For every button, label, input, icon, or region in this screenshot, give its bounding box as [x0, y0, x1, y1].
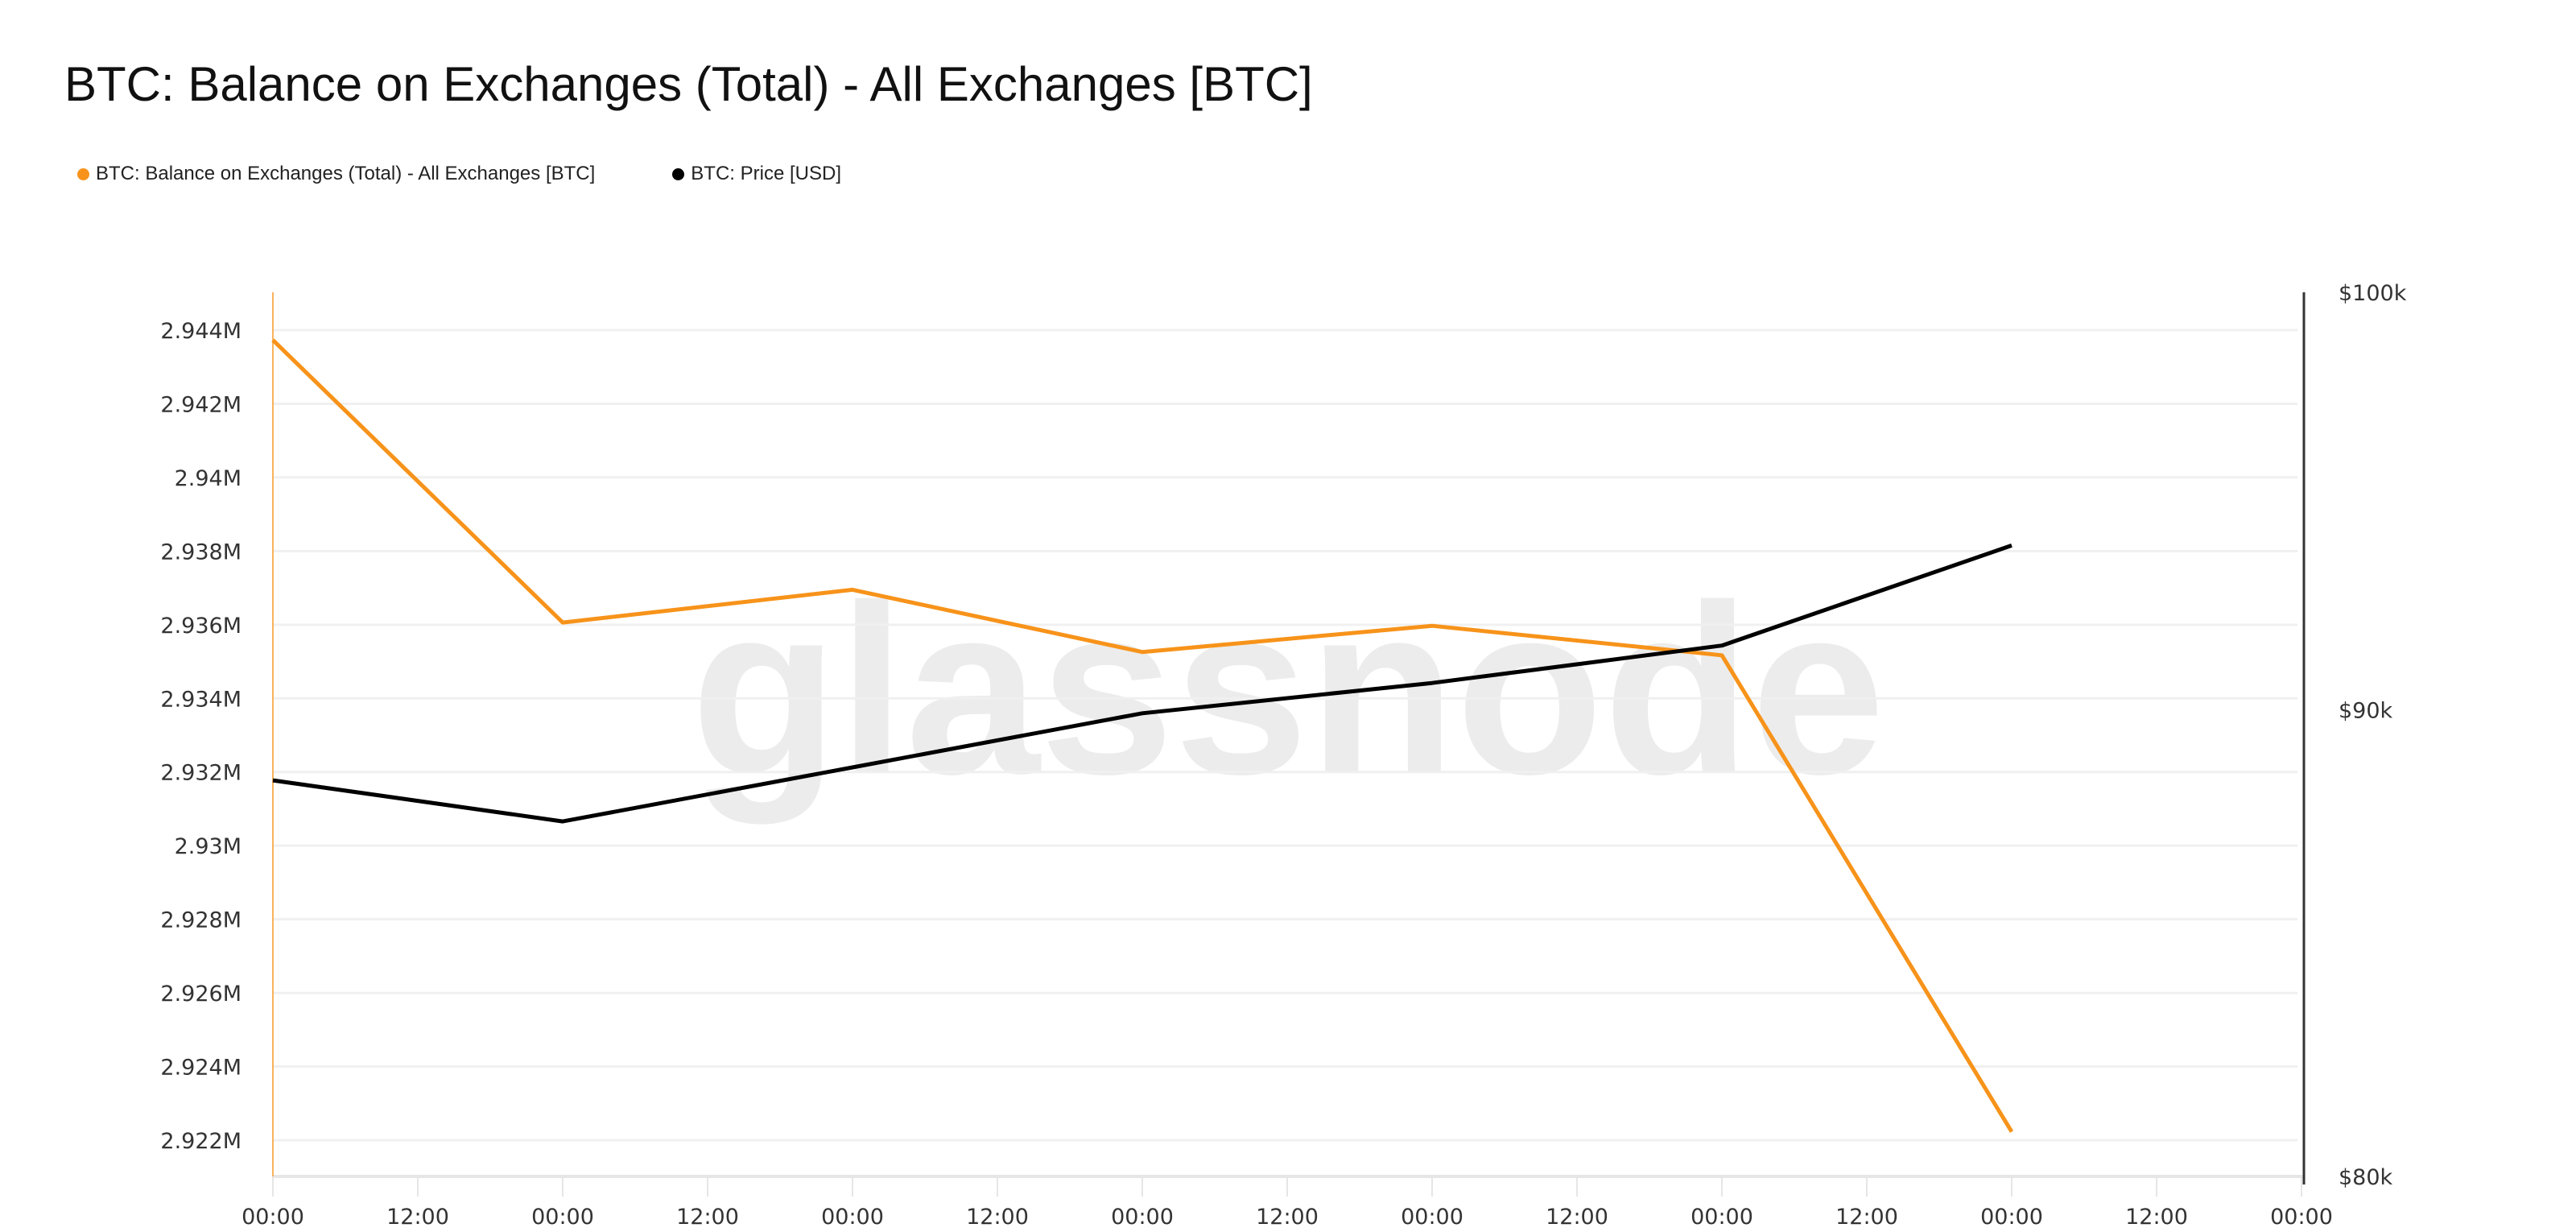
left-axis-tick-label: 2.932M: [160, 761, 242, 786]
right-axis-tick-label: $90k: [2339, 698, 2393, 723]
x-axis-tick-label: 00:00: [1690, 1205, 1753, 1230]
legend-dot-icon: [672, 167, 685, 180]
legend-dot-icon: [77, 167, 89, 180]
left-axis-tick-label: 2.926M: [160, 982, 242, 1007]
x-axis-tick-label: 12:00: [386, 1205, 449, 1230]
left-axis-tick-label: 2.922M: [160, 1129, 242, 1154]
right-axis-tick-label: $80k: [2339, 1165, 2393, 1190]
x-axis-tick-label: 00:00: [821, 1205, 884, 1230]
right-axis-tick-label: $100k: [2339, 281, 2407, 306]
chart-title: BTC: Balance on Exchanges (Total) - All …: [64, 57, 1313, 111]
legend-label: BTC: Price [USD]: [691, 163, 841, 184]
legend-label: BTC: Balance on Exchanges (Total) - All …: [96, 163, 596, 184]
x-axis-tick-label: 12:00: [2125, 1205, 2188, 1230]
left-axis-tick-label: 2.936M: [160, 614, 242, 639]
x-axis-tick-label: 00:00: [1401, 1205, 1463, 1230]
legend: BTC: Balance on Exchanges (Total) - All …: [77, 163, 841, 185]
x-axis-tick-label: 12:00: [676, 1205, 739, 1230]
left-axis-tick-label: 2.938M: [160, 540, 242, 564]
left-axis-tick-label: 2.942M: [160, 392, 242, 417]
x-axis-tick-label: 12:00: [966, 1205, 1029, 1230]
x-axis-tick-label: 00:00: [531, 1205, 594, 1230]
legend-item-price[interactable]: BTC: Price [USD]: [672, 163, 841, 185]
x-axis-tick-label: 12:00: [1256, 1205, 1319, 1230]
left-axis-tick-label: 2.924M: [160, 1056, 242, 1081]
left-axis-tick-label: 2.928M: [160, 908, 242, 933]
x-axis-tick-label: 00:00: [2270, 1205, 2333, 1230]
x-axis-tick-label: 00:00: [1111, 1205, 1174, 1230]
left-axis-tick-label: 2.934M: [160, 687, 242, 712]
x-axis-tick-label: 00:00: [242, 1205, 304, 1230]
left-axis-tick-label: 2.93M: [175, 834, 242, 859]
legend-item-balance[interactable]: BTC: Balance on Exchanges (Total) - All …: [77, 163, 595, 185]
x-axis-tick-label: 00:00: [1980, 1205, 2043, 1230]
left-axis-tick-label: 2.944M: [160, 319, 242, 344]
x-axis-tick-label: 12:00: [1546, 1205, 1608, 1230]
left-axis-tick-label: 2.94M: [175, 466, 242, 491]
x-axis-tick-label: 12:00: [1835, 1205, 1898, 1230]
